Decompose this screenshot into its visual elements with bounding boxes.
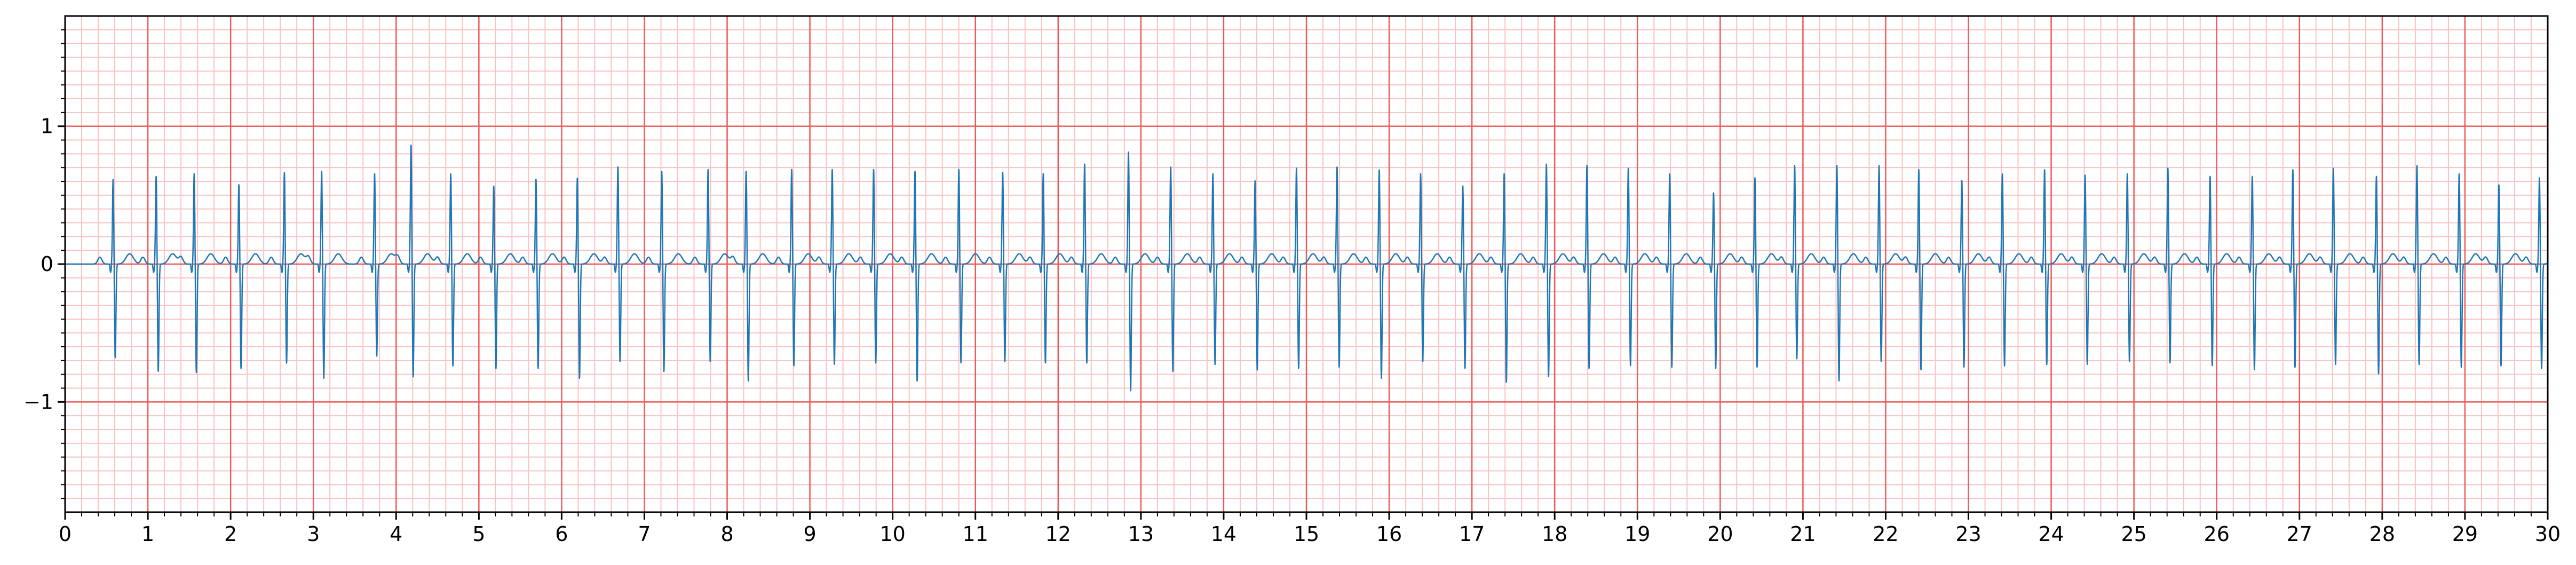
x-axis: 0 1 2 3 4 5 6 7 8 9 10 11 12 13 14 15 16 17 18 19 20 21 22 23 24…	[59, 512, 2561, 546]
x-tick-label: 11	[963, 522, 988, 546]
ecg-trace	[64, 144, 2549, 392]
ecg-trace-line	[64, 144, 2549, 392]
x-tick-label: 14	[1211, 522, 1237, 546]
x-tick-label: 13	[1128, 522, 1154, 546]
x-tick-label: 2	[224, 522, 237, 546]
x-tick-label: 1	[141, 522, 154, 546]
x-tick-label: 8	[720, 522, 733, 546]
y-axis: 1 0 −1	[23, 29, 65, 499]
x-tick-label: 0	[59, 522, 72, 546]
x-tick-label: 25	[2121, 522, 2146, 546]
x-tick-label: 23	[1955, 522, 1981, 546]
x-tick-label: 5	[472, 522, 485, 546]
x-tick-label: 28	[2369, 522, 2395, 546]
x-tick-label: 30	[2535, 522, 2561, 546]
x-tick-label: 19	[1624, 522, 1650, 546]
x-tick-label: 10	[879, 522, 905, 546]
x-tick-label: 12	[1045, 522, 1071, 546]
y-tick-label: −1	[23, 390, 53, 413]
x-tick-label: 20	[1707, 522, 1733, 546]
x-tick-label: 4	[390, 522, 402, 546]
x-tick-label: 6	[555, 522, 568, 546]
y-tick-label: 1	[41, 115, 53, 138]
x-tick-label: 3	[307, 522, 320, 546]
x-tick-label: 24	[2038, 522, 2064, 546]
x-tick-label: 26	[2204, 522, 2230, 546]
x-tick-label: 15	[1294, 522, 1319, 546]
y-tick-label: 0	[41, 252, 53, 276]
x-tick-label: 18	[1542, 522, 1567, 546]
x-tick-label: 27	[2287, 522, 2312, 546]
x-tick-label: 22	[1873, 522, 1898, 546]
x-tick-label: 29	[2452, 522, 2478, 546]
x-tick-label: 9	[804, 522, 817, 546]
x-tick-label: 7	[638, 522, 651, 546]
x-tick-label: 16	[1376, 522, 1402, 546]
x-tick-label: 21	[1790, 522, 1816, 546]
x-tick-label: 17	[1459, 522, 1485, 546]
